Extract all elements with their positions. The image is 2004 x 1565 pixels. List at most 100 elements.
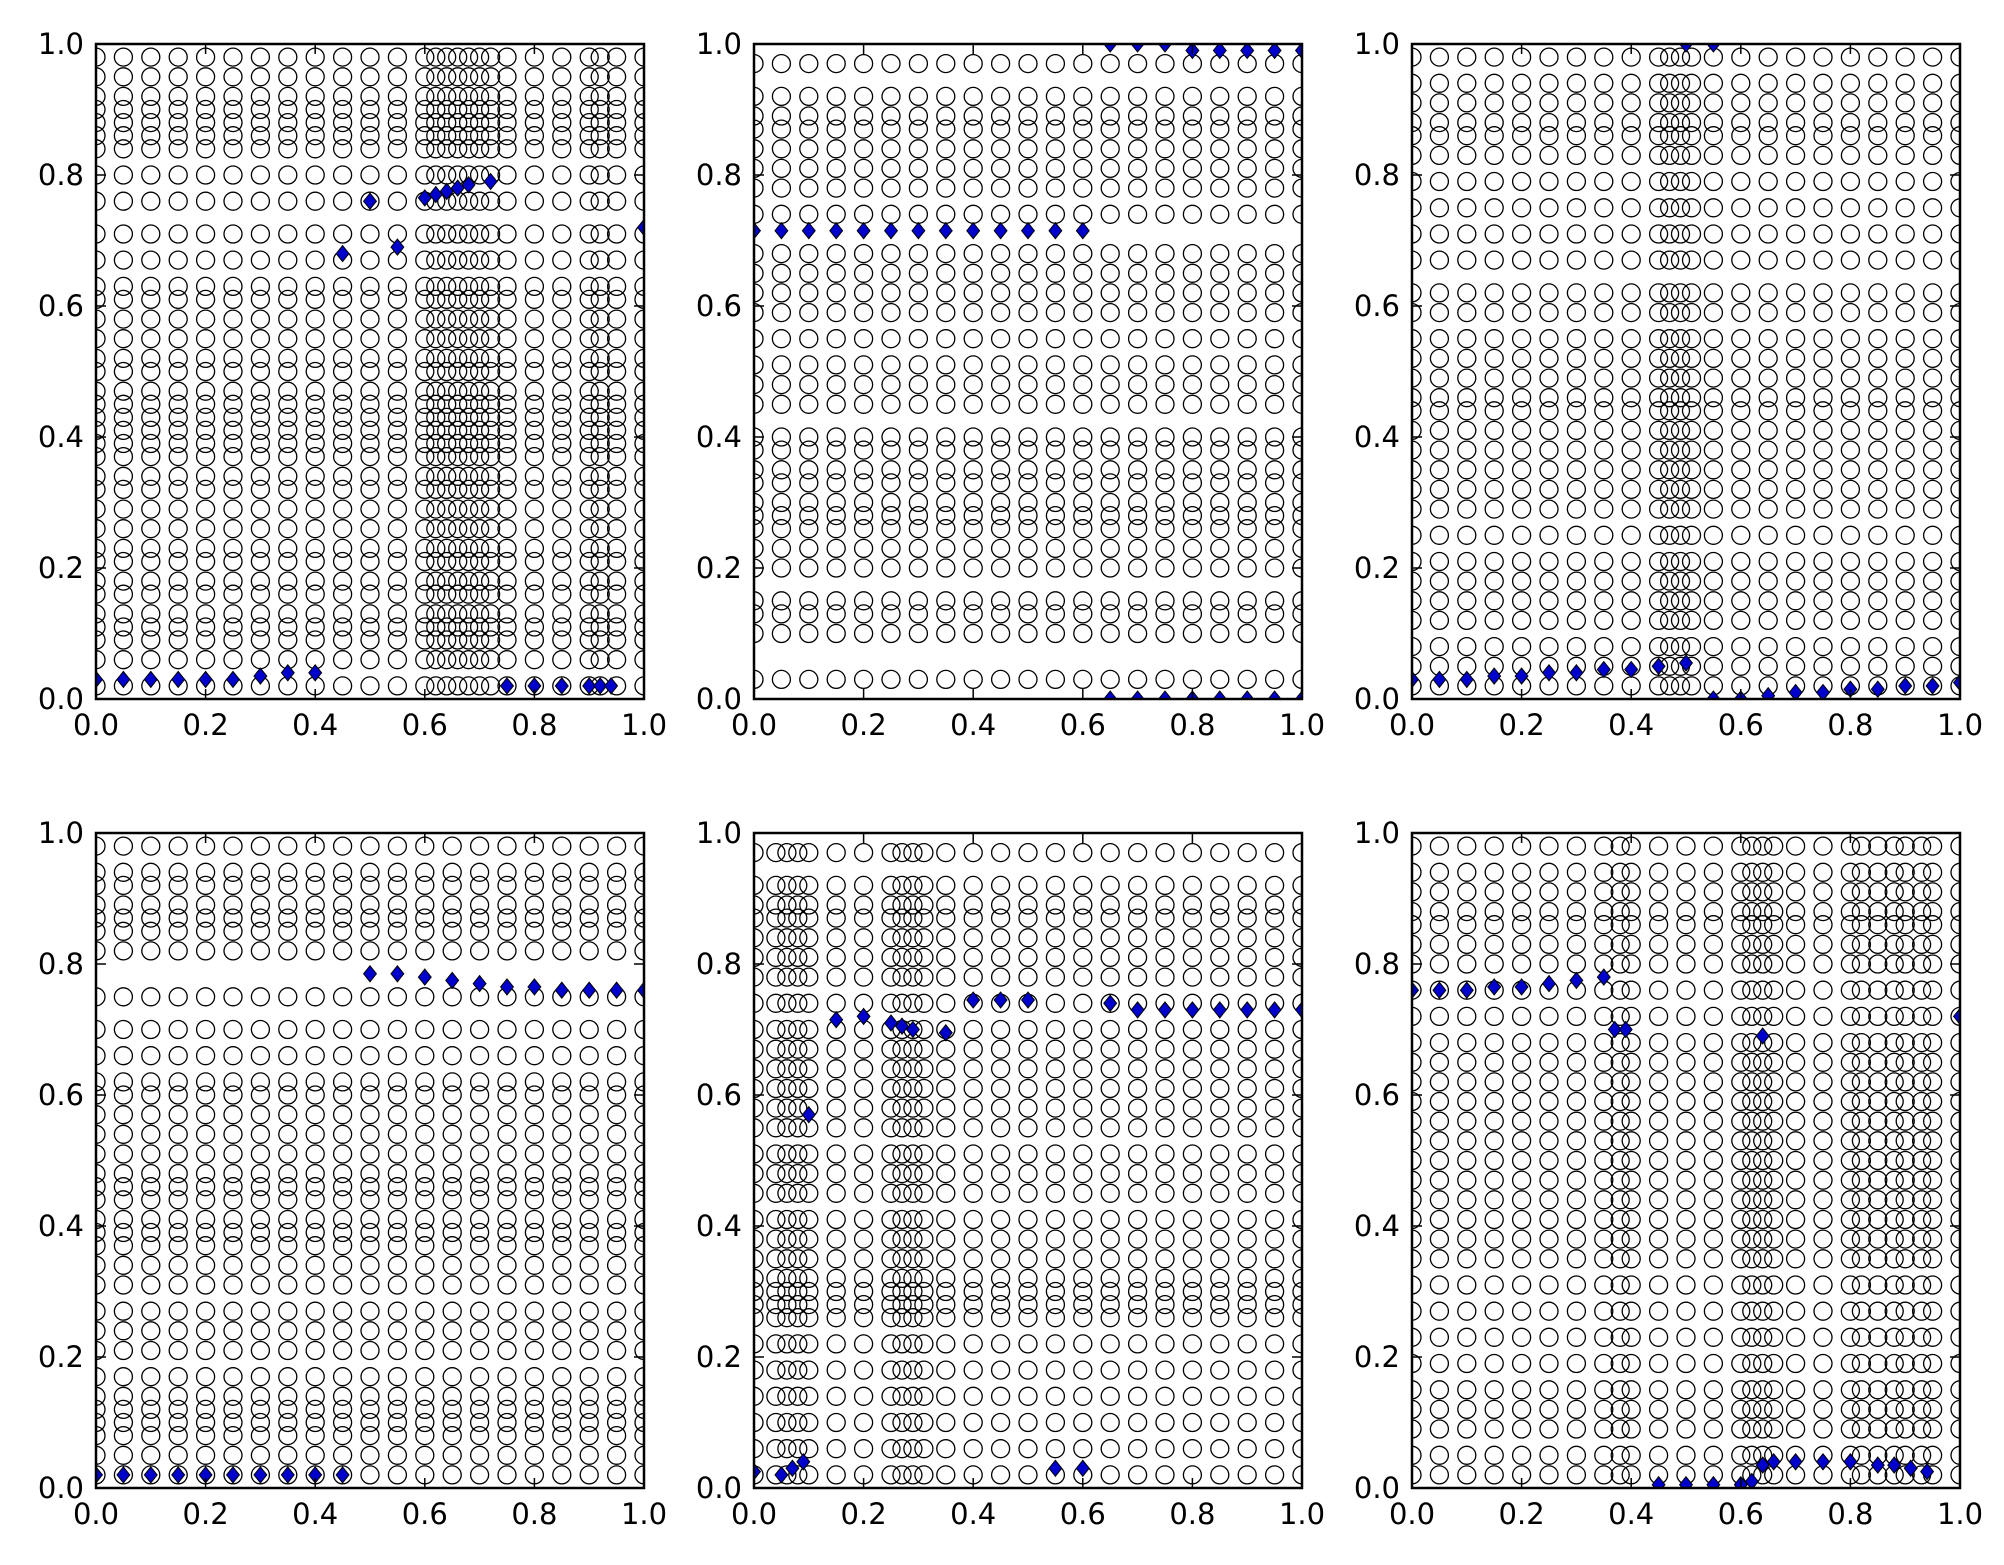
highlight-point-diamond bbox=[1487, 978, 1502, 996]
data-point-circle bbox=[799, 967, 819, 987]
data-point-circle bbox=[777, 1439, 797, 1459]
data-point-circle bbox=[497, 617, 517, 637]
data-point-circle bbox=[606, 309, 627, 329]
data-point-circle bbox=[1840, 171, 1861, 192]
data-point-circle bbox=[1484, 112, 1504, 133]
highlight-point-diamond bbox=[1294, 44, 1302, 60]
data-point-circle bbox=[1895, 171, 1915, 192]
data-point-circle bbox=[766, 1308, 786, 1328]
data-point-circle bbox=[1621, 571, 1641, 591]
data-point-circle bbox=[606, 1399, 627, 1420]
data-point-circle bbox=[799, 1386, 819, 1406]
data-point-circle bbox=[1182, 505, 1203, 526]
data-point-circle bbox=[1813, 1353, 1833, 1374]
data-point-circle bbox=[1237, 86, 1257, 107]
data-point-circle bbox=[1895, 479, 1915, 500]
data-point-circle bbox=[1884, 862, 1904, 882]
data-point-circle bbox=[799, 842, 819, 863]
data-point-circle bbox=[1182, 263, 1203, 283]
data-point-circle bbox=[1610, 1150, 1630, 1171]
data-point-circle bbox=[1539, 283, 1559, 303]
data-point-circle bbox=[1292, 178, 1302, 198]
data-point-circle bbox=[141, 1190, 161, 1210]
data-point-circle bbox=[1292, 1209, 1302, 1230]
data-point-circle bbox=[1566, 1052, 1587, 1072]
highlight-point-diamond bbox=[593, 677, 608, 695]
data-point-circle bbox=[1237, 1439, 1257, 1459]
data-point-circle bbox=[195, 224, 216, 244]
data-point-circle bbox=[634, 1236, 644, 1256]
data-point-circle bbox=[332, 433, 353, 454]
data-point-circle bbox=[1594, 1072, 1614, 1092]
data-point-circle bbox=[1292, 591, 1302, 611]
data-point-circle bbox=[1412, 401, 1422, 421]
data-point-circle bbox=[524, 1046, 545, 1066]
data-point-circle bbox=[1210, 139, 1230, 159]
data-point-circle bbox=[332, 1190, 353, 1210]
data-point-circle bbox=[799, 119, 819, 139]
data-point-circle bbox=[113, 276, 134, 297]
data-point-circle bbox=[1073, 1308, 1093, 1328]
data-point-circle bbox=[168, 571, 188, 591]
data-point-circle bbox=[497, 191, 517, 211]
data-point-circle bbox=[305, 407, 325, 428]
data-point-circle bbox=[1610, 934, 1630, 955]
data-point-circle bbox=[415, 479, 435, 500]
highlight-point-diamond bbox=[362, 964, 378, 983]
data-point-circle bbox=[497, 941, 517, 961]
data-point-circle bbox=[1895, 93, 1915, 113]
data-point-circle bbox=[1539, 591, 1559, 611]
data-point-circle bbox=[799, 505, 819, 526]
data-point-circle bbox=[469, 1124, 490, 1144]
data-point-circle bbox=[936, 947, 956, 968]
data-point-circle bbox=[634, 394, 644, 414]
data-point-circle bbox=[332, 862, 353, 882]
data-point-circle bbox=[141, 519, 161, 539]
data-point-circle bbox=[552, 446, 572, 467]
data-point-circle bbox=[1868, 1275, 1888, 1295]
data-point-circle bbox=[634, 1046, 644, 1066]
data-point-circle bbox=[1681, 571, 1702, 591]
data-point-circle bbox=[1758, 145, 1778, 166]
data-point-circle bbox=[442, 1209, 462, 1230]
data-point-circle bbox=[1731, 420, 1751, 441]
data-point-circle bbox=[1429, 1327, 1450, 1347]
data-point-circle bbox=[223, 67, 243, 87]
data-point-circle bbox=[1884, 1327, 1904, 1347]
data-point-circle bbox=[278, 309, 298, 329]
data-point-circle bbox=[892, 1144, 912, 1164]
data-point-circle bbox=[1182, 558, 1203, 578]
data-point-circle bbox=[195, 309, 216, 329]
y-tick-label: 0.0 bbox=[1354, 1471, 1400, 1505]
data-point-circle bbox=[332, 617, 353, 637]
highlight-point-diamond bbox=[1678, 654, 1694, 672]
data-point-circle bbox=[1566, 171, 1587, 192]
data-point-circle bbox=[497, 571, 517, 591]
data-point-circle bbox=[278, 875, 298, 896]
data-point-circle bbox=[1511, 525, 1532, 545]
data-point-circle bbox=[1100, 1268, 1120, 1289]
data-point-circle bbox=[1868, 420, 1888, 441]
data-point-circle bbox=[141, 571, 161, 591]
data-point-circle bbox=[788, 1118, 808, 1138]
data-point-circle bbox=[914, 1386, 934, 1406]
data-point-circle bbox=[168, 650, 188, 670]
data-point-circle bbox=[113, 1275, 134, 1295]
data-point-circle bbox=[141, 1236, 161, 1256]
data-point-circle bbox=[1950, 126, 1960, 146]
data-point-circle bbox=[426, 86, 446, 107]
data-point-circle bbox=[1182, 440, 1203, 460]
data-point-circle bbox=[524, 617, 545, 637]
data-point-circle bbox=[936, 505, 956, 526]
data-point-circle bbox=[387, 420, 408, 441]
data-point-circle bbox=[1670, 479, 1691, 500]
data-point-circle bbox=[634, 250, 644, 270]
data-point-circle bbox=[223, 466, 243, 486]
data-point-circle bbox=[1895, 1170, 1915, 1190]
data-point-circle bbox=[1648, 302, 1669, 323]
data-point-circle bbox=[141, 348, 161, 369]
data-point-circle bbox=[332, 1367, 353, 1387]
data-point-circle bbox=[469, 1019, 490, 1040]
data-point-circle bbox=[1950, 1006, 1960, 1027]
data-point-circle bbox=[1911, 1275, 1932, 1295]
